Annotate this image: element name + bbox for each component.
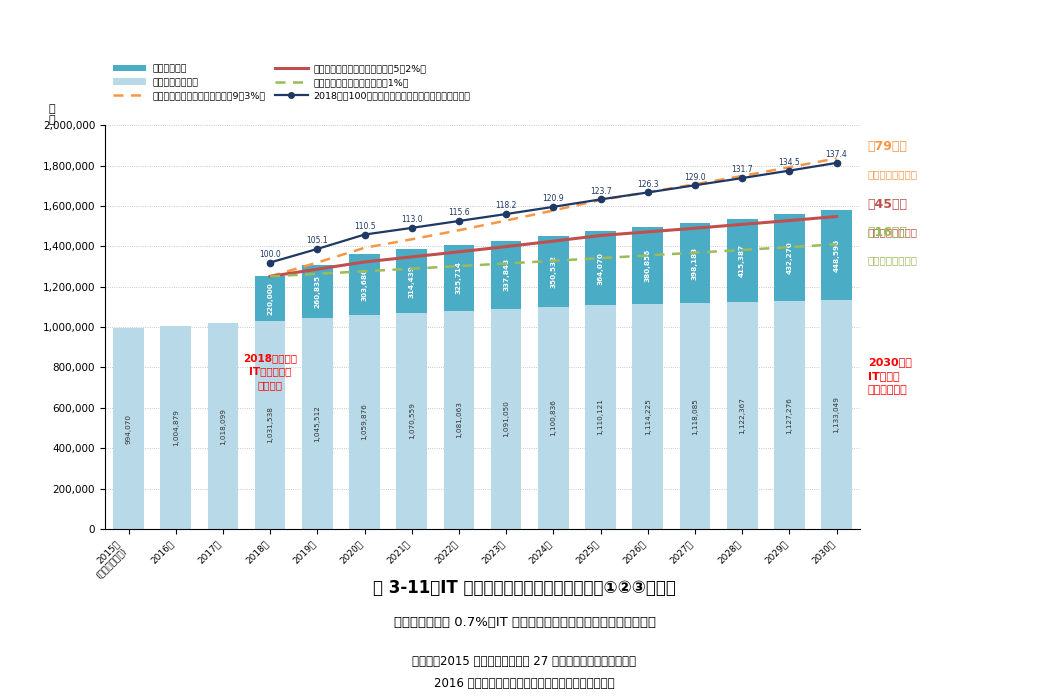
- Text: 398,183: 398,183: [692, 246, 698, 280]
- Text: 1,081,063: 1,081,063: [456, 402, 462, 438]
- Bar: [208, 324, 238, 529]
- Bar: [444, 310, 474, 529]
- Text: 1,100,836: 1,100,836: [551, 400, 556, 436]
- Bar: [491, 241, 521, 309]
- Text: 220,000: 220,000: [267, 282, 273, 315]
- Text: 994,070: 994,070: [126, 413, 131, 443]
- Bar: [538, 307, 569, 529]
- Text: 1,133,049: 1,133,049: [834, 396, 839, 433]
- Bar: [774, 301, 805, 529]
- Text: 1,059,876: 1,059,876: [362, 404, 367, 441]
- Bar: [633, 304, 663, 529]
- Bar: [255, 276, 285, 321]
- Text: 337,848: 337,848: [504, 258, 509, 291]
- Text: 260,835: 260,835: [315, 275, 320, 308]
- Bar: [538, 236, 569, 307]
- Text: 1,091,050: 1,091,050: [504, 400, 509, 437]
- Text: 1,070,559: 1,070,559: [409, 402, 414, 439]
- Bar: [774, 214, 805, 301]
- Bar: [585, 231, 616, 305]
- Y-axis label: 人
数: 人 数: [48, 104, 56, 125]
- Text: 110.5: 110.5: [354, 222, 376, 231]
- Bar: [255, 321, 285, 529]
- Text: （生産性上昇率 0.7%、IT 需要の伸び「低位」「中位」「高位」）: （生産性上昇率 0.7%、IT 需要の伸び「低位」「中位」「高位」）: [393, 617, 656, 629]
- Bar: [160, 326, 191, 529]
- Text: 120.9: 120.9: [542, 194, 564, 203]
- Text: 図 3-11　IT 人材需給に関する主な試算結果①②③の対比: 図 3-11 IT 人材需給に関する主な試算結果①②③の対比: [373, 579, 676, 597]
- Text: 325,714: 325,714: [456, 262, 462, 294]
- Text: 415,387: 415,387: [740, 244, 745, 277]
- Text: 118.2: 118.2: [495, 201, 517, 210]
- Text: 約45万人: 約45万人: [868, 198, 907, 211]
- Bar: [397, 313, 427, 529]
- Text: 1,018,099: 1,018,099: [220, 408, 226, 445]
- Bar: [302, 318, 333, 529]
- Bar: [349, 315, 380, 529]
- Text: 約16万人: 約16万人: [868, 226, 907, 239]
- Text: 432,270: 432,270: [787, 242, 792, 274]
- Text: 364,070: 364,070: [598, 252, 603, 285]
- Text: 1,114,225: 1,114,225: [645, 398, 650, 435]
- Text: 115.6: 115.6: [448, 208, 470, 217]
- Bar: [727, 219, 757, 303]
- Legend: 不足数（人）, 供給人材数（人）, 高位シナリオ（需要の伸び：約9～3%）, 中位シナリオ（需要の伸び：約5～2%）, 低位シナリオ（需要の伸び：1%）, 20: 不足数（人）, 供給人材数（人）, 高位シナリオ（需要の伸び：約9～3%）, 中…: [110, 61, 474, 104]
- Text: 1,118,085: 1,118,085: [692, 397, 698, 434]
- Bar: [680, 303, 710, 529]
- Text: 1,045,512: 1,045,512: [315, 405, 320, 442]
- Bar: [349, 254, 380, 315]
- Text: 2016 年以降は試算結果をもとにみずほ情報総研作成: 2016 年以降は試算結果をもとにみずほ情報総研作成: [434, 677, 615, 690]
- Text: 1,127,276: 1,127,276: [787, 397, 792, 434]
- Text: 113.0: 113.0: [401, 215, 423, 224]
- Text: 448,596: 448,596: [834, 238, 839, 271]
- Bar: [302, 265, 333, 318]
- Bar: [491, 309, 521, 529]
- Bar: [444, 245, 474, 310]
- Text: 2030年の
IT人材の
需給ギャップ: 2030年の IT人材の 需給ギャップ: [868, 356, 912, 395]
- Text: 2018年現在の
IT人材の需給
ギャップ: 2018年現在の IT人材の需給 ギャップ: [243, 354, 297, 390]
- Bar: [727, 303, 757, 529]
- Bar: [585, 305, 616, 529]
- Bar: [821, 300, 852, 529]
- Text: （低位シナリオ）: （低位シナリオ）: [868, 255, 918, 265]
- Text: 100.0: 100.0: [259, 250, 281, 259]
- Text: 123.7: 123.7: [590, 187, 612, 196]
- Text: 129.0: 129.0: [684, 173, 706, 182]
- Text: 126.3: 126.3: [637, 180, 659, 189]
- Text: 134.5: 134.5: [778, 158, 800, 167]
- Text: （高位シナリオ）: （高位シナリオ）: [868, 170, 918, 180]
- Text: 105.1: 105.1: [306, 237, 328, 245]
- Bar: [680, 223, 710, 303]
- Text: 380,856: 380,856: [645, 249, 650, 283]
- Bar: [821, 209, 852, 300]
- Text: （出所）2015 年は総務省「平成 27 年国勢調査」によるもの、: （出所）2015 年は総務省「平成 27 年国勢調査」によるもの、: [412, 655, 637, 667]
- Bar: [113, 329, 144, 529]
- Text: 1,122,367: 1,122,367: [740, 397, 745, 434]
- Text: 1,004,879: 1,004,879: [173, 409, 178, 446]
- Text: 303,680: 303,680: [362, 268, 367, 301]
- Text: 314,439: 314,439: [409, 264, 414, 298]
- Text: 137.4: 137.4: [826, 150, 848, 159]
- Text: 131.7: 131.7: [731, 166, 753, 175]
- Text: 1,110,121: 1,110,121: [598, 399, 603, 436]
- Bar: [397, 249, 427, 313]
- Text: 350,532: 350,532: [551, 255, 556, 288]
- Text: （中位シナリオ）: （中位シナリオ）: [868, 228, 918, 237]
- Text: 1,031,538: 1,031,538: [267, 406, 273, 443]
- Bar: [633, 227, 663, 304]
- Text: 約79万人: 約79万人: [868, 140, 907, 152]
